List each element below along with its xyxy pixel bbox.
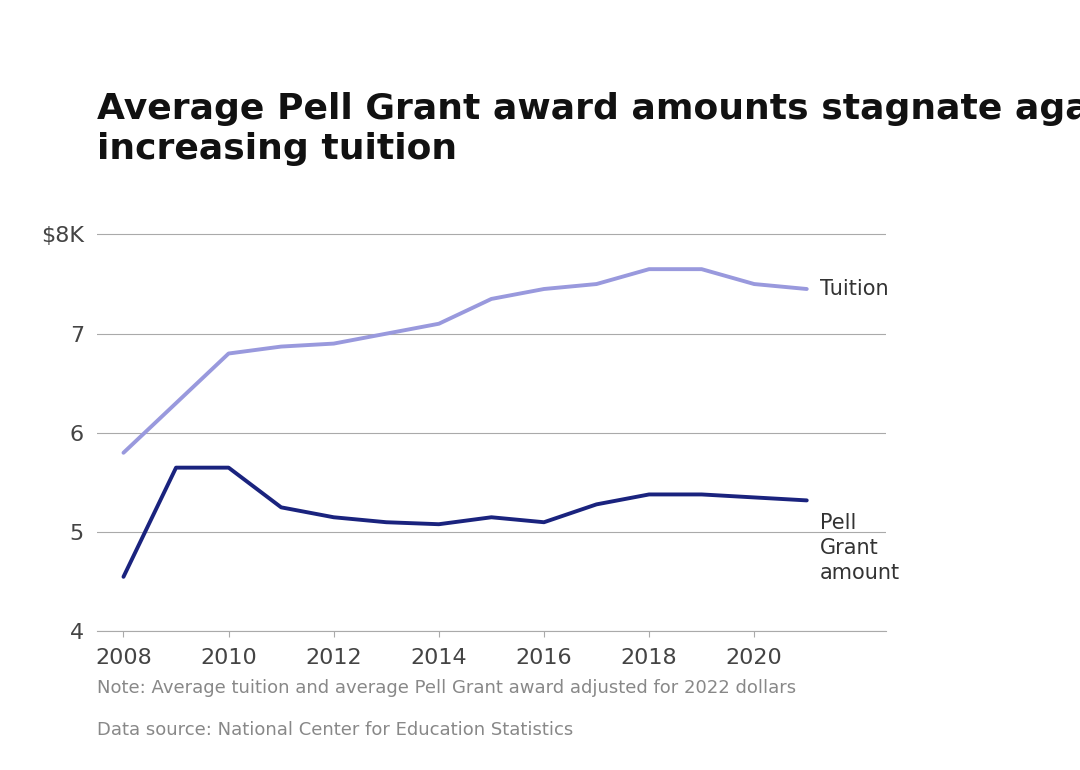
Text: Pell
Grant
amount: Pell Grant amount (820, 514, 900, 583)
Text: Data source: National Center for Education Statistics: Data source: National Center for Educati… (97, 721, 573, 739)
Text: Note: Average tuition and average Pell Grant award adjusted for 2022 dollars: Note: Average tuition and average Pell G… (97, 679, 796, 697)
Text: Average Pell Grant award amounts stagnate against
increasing tuition: Average Pell Grant award amounts stagnat… (97, 92, 1080, 166)
Text: Tuition: Tuition (820, 279, 889, 299)
